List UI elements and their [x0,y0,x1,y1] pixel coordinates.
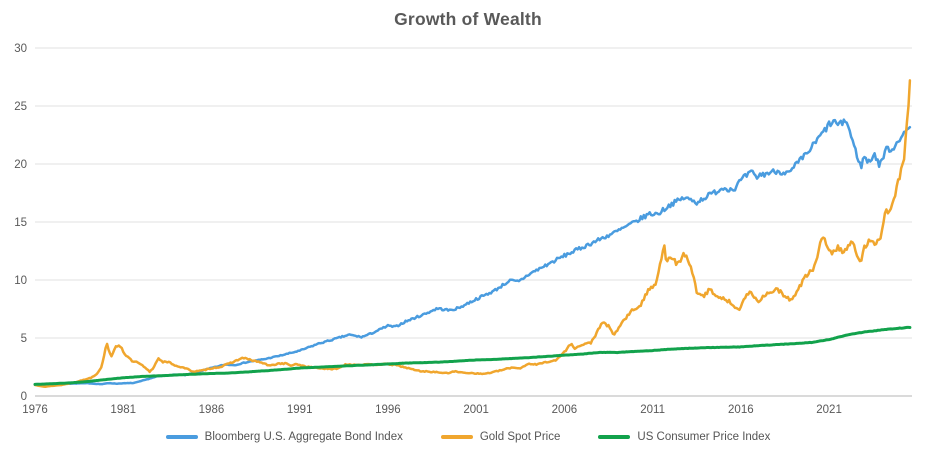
x-tick-label: 2021 [816,404,842,416]
y-tick-label: 30 [14,43,27,55]
x-tick-label: 1986 [199,404,225,416]
legend-label: Gold Spot Price [479,431,561,443]
x-tick-label: 1981 [110,404,136,416]
legend-line-swatch-icon [598,435,631,439]
x-tick-label: 1976 [22,404,48,416]
legend-line-swatch-icon [440,435,473,439]
y-tick-label: 15 [14,217,27,229]
series-line-2 [33,325,912,386]
gridlines [35,47,912,397]
x-tick-label: 1996 [375,404,401,416]
y-tick-label: 25 [14,101,27,113]
x-tick-label: 2001 [463,404,489,416]
y-tick-label: 20 [14,159,27,171]
legend-label: Bloomberg U.S. Aggregate Bond Index [204,431,403,443]
legend-line-swatch-icon [165,435,198,439]
legend-item-0: Bloomberg U.S. Aggregate Bond Index [165,431,403,443]
series-line-1 [33,79,912,388]
x-tick-label: 2011 [640,404,665,416]
y-tick-label: 5 [21,333,27,345]
x-tick-label: 2006 [552,404,578,416]
chart-title: Growth of Wealth [394,9,542,29]
y-tick-label: 10 [14,275,27,287]
axis-tick-labels: 0 5 10 15 20 25 30 1976 1981 1986 1991 1996 2001 2006… [14,43,842,416]
legend-item-1: Gold Spot Price [440,431,561,443]
chart-legend: Bloomberg U.S. Aggregate Bond Index Gold … [0,431,936,443]
x-tick-label: 1991 [287,404,313,416]
x-tick-label: 2016 [728,404,754,416]
legend-item-2: US Consumer Price Index [598,431,770,443]
legend-label: US Consumer Price Index [637,431,771,443]
y-tick-label: 0 [21,391,27,403]
